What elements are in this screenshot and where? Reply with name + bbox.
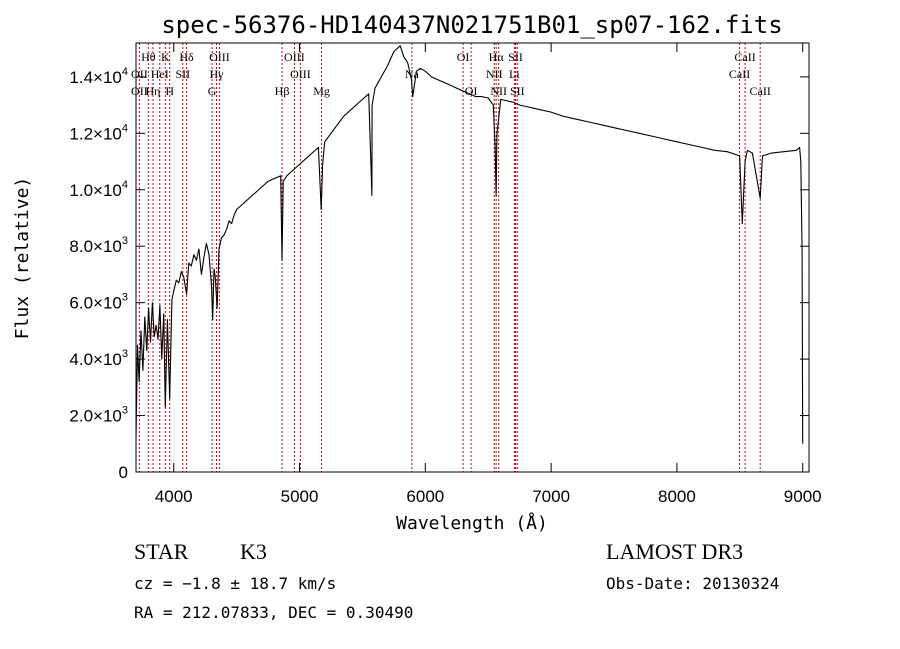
redshift-cz: cz = −1.8 ± 18.7 km/s [134,574,337,593]
y-tick-label-6: 1.2×104 [69,122,128,143]
line-label-13: OIII [290,67,311,81]
line-label-7: Hδ [179,50,194,64]
object-class: STAR [134,539,189,564]
y-tick-label-3: 6.0×103 [69,292,128,313]
y-tick-label-5: 1.0×104 [69,179,128,200]
line-label-3: OII [131,84,148,98]
observation-date: Obs-Date: 20130324 [606,574,780,593]
line-label-0: Hθ [141,50,156,64]
x-tick-label-0: 4000 [155,487,193,506]
line-label-14: Hβ [275,84,290,98]
line-label-6: H [165,84,174,98]
line-label-27: CaII [750,84,771,98]
line-label-15: Mg [313,84,330,98]
line-label-21: NII [490,84,507,98]
line-label-2: Hη [146,84,161,98]
line-label-9: OIII [209,50,230,64]
spectrum-line [135,45,804,444]
line-label-23: Li [509,67,520,81]
y-axis-ticks: 0 2.0×103 4.0×103 6.0×103 8.0×103 1.0×104 1.2×… [69,66,809,482]
line-label-16: Na [405,67,420,81]
line-label-24: SII [510,84,525,98]
line-label-8: SII [175,67,190,81]
object-subclass: K3 [240,539,267,564]
y-tick-label-0: 0 [119,463,128,482]
x-tick-label-4: 8000 [658,487,696,506]
line-label-11: G [208,84,217,98]
chart-title: spec-56376-HD140437N021751B01_sp07-162.f… [161,11,782,39]
line-label-4: K [161,50,170,64]
line-label-10: Hγ [210,67,225,81]
x-tick-label-2: 6000 [406,487,444,506]
line-label-18: OI [465,84,478,98]
line-label-5: HeI [151,67,169,81]
spectrum-chart: spec-56376-HD140437N021751B01_sp07-162.f… [12,11,822,534]
x-tick-label-5: 9000 [784,487,822,506]
x-axis-ticks: 4000 5000 6000 7000 8000 9000 [155,43,822,506]
y-axis-label: Flux (relative) [12,177,33,340]
line-label-19: Hα [489,50,505,64]
line-label-17: OI [457,50,470,64]
line-label-20: NII [486,67,503,81]
x-tick-label-3: 7000 [532,487,570,506]
line-label-12: OIII [284,50,305,64]
y-tick-label-7: 1.4×104 [69,66,128,87]
y-tick-label-1: 2.0×103 [69,405,128,426]
y-tick-label-2: 4.0×103 [69,348,128,369]
survey-name: LAMOST DR3 [606,539,744,564]
x-tick-label-1: 5000 [281,487,319,506]
line-label-1: OII [131,67,148,81]
line-label-25: CaII [734,50,755,64]
line-label-22: SII [508,50,523,64]
line-label-26: CaII [729,67,750,81]
plot-frame [135,42,810,473]
spectral-line-markers [138,43,761,472]
coordinates: RA = 212.07833, DEC = 0.30490 [134,603,414,622]
y-tick-label-4: 8.0×103 [69,235,128,256]
x-axis-label: Wavelength (Å) [396,512,548,534]
